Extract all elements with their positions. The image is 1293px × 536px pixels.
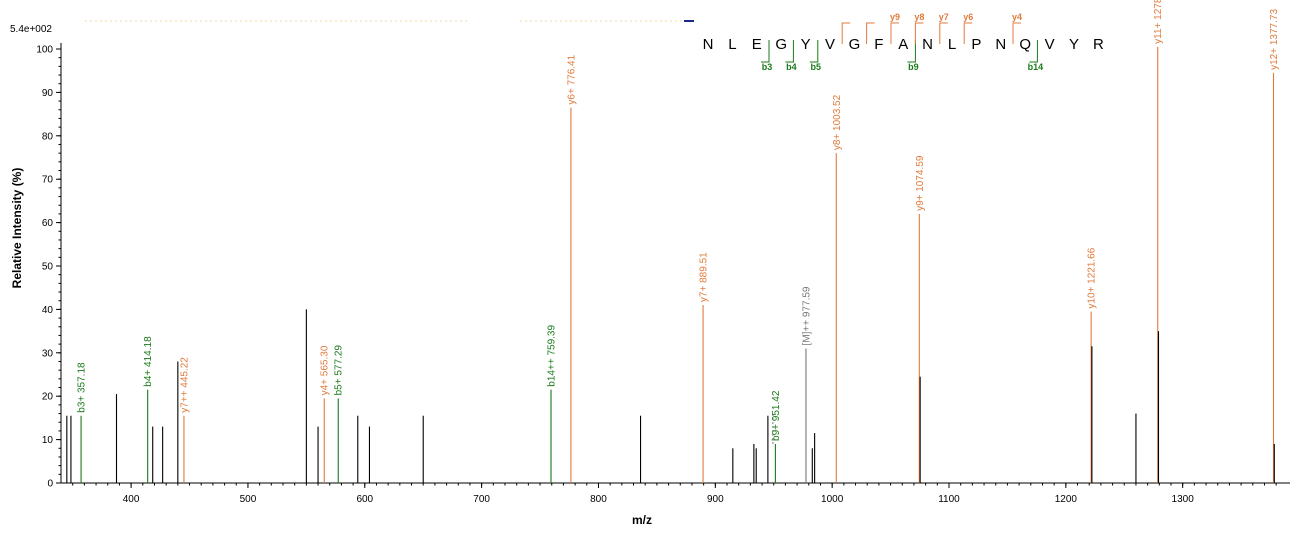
b-ion-label: b4 (786, 62, 797, 72)
y-tick-label: 70 (42, 175, 54, 186)
y-tick-label: 90 (42, 88, 54, 99)
b-ion-marker (761, 40, 770, 63)
y-axis-title: Relative Intensity (%) (10, 168, 24, 289)
y-ion-label: y8 (914, 12, 924, 22)
y-ion-label: y6 (963, 12, 973, 22)
x-tick-label: 1000 (821, 494, 844, 505)
axes: 0 10 20 30 40 50 60 70 80 90 100 400 500 600 700 800 900… (36, 43, 1290, 505)
peak-label: y8+ 1003.52 (832, 94, 843, 150)
peak-label: y10+ 1221.66 (1087, 247, 1098, 308)
y-tick-label: 80 (42, 131, 54, 142)
sequence-residue: V (1045, 36, 1055, 53)
sequence-residue: L (948, 36, 956, 53)
sequence-residue: Y (801, 36, 811, 53)
peak-label: y12+ 1377.73 (1269, 9, 1280, 70)
x-tick-label: 1100 (938, 494, 960, 505)
y-ion-label: y4 (1012, 12, 1022, 22)
peak-label: y6+ 776.41 (566, 54, 577, 104)
x-tick-label: 600 (356, 494, 373, 505)
sequence-residue: F (874, 36, 883, 53)
b-ion-marker (1029, 40, 1038, 63)
peak-label: b4+ 414.18 (143, 336, 154, 387)
x-tick-label: 1300 (1172, 494, 1195, 505)
sequence-residue: P (971, 36, 981, 53)
y-ion-label: y9 (890, 12, 900, 22)
y-tick-label: 0 (47, 479, 53, 490)
y-tick-label: 100 (36, 45, 53, 56)
sequence-residue: R (1093, 36, 1104, 53)
b-ion-label: b3 (762, 62, 773, 72)
peak-labels-group: b3+ 357.18 b4+ 414.18 y7++ 445.22 y4+ 565.3… (77, 0, 1280, 441)
peak-label: y9+ 1074.59 (915, 155, 926, 211)
x-tick-label: 700 (473, 494, 490, 505)
peak-label: b9+ 951.42 (771, 390, 782, 441)
sequence-residue: A (898, 36, 908, 53)
max-intensity-label: 5.4e+002 (10, 24, 52, 35)
y-tick-label: 10 (42, 435, 54, 446)
sequence-residue: E (752, 36, 762, 53)
y-ion-marker (963, 22, 973, 44)
sequence-residue: Y (1069, 36, 1079, 53)
peak-label: [M]++ 977.59 (801, 286, 812, 345)
peak-label: b5+ 577.29 (334, 345, 345, 396)
y-tick-label: 50 (42, 262, 54, 273)
peaks-group (66, 46, 1275, 483)
sequence-residue: G (775, 36, 787, 53)
b-ion-marker (785, 40, 794, 63)
peak-label: y4+ 565.30 (320, 345, 331, 395)
y-tick-label: 20 (42, 392, 54, 403)
sequence-residue: N (995, 36, 1006, 53)
peak-label: y11+ 1278.64 (1153, 0, 1164, 44)
sequence-residue: L (728, 36, 736, 53)
x-tick-label: 900 (707, 494, 724, 505)
sequence-residue: N (703, 36, 714, 53)
b-ion-marker (907, 40, 916, 63)
y-ion-label: y7 (939, 12, 949, 22)
peak-label: b3+ 357.18 (77, 362, 88, 413)
y-tick-label: 40 (42, 305, 54, 316)
sequence-residue: N (922, 36, 933, 53)
b-ion-marker (809, 40, 819, 63)
y-ion-marker (841, 22, 851, 44)
y-ion-marker (939, 22, 948, 44)
y-ion-marker (1012, 22, 1021, 44)
sequence-residue: G (849, 36, 861, 53)
b-ion-label: b9 (908, 62, 919, 72)
sequence-residue: V (825, 36, 835, 53)
y-ion-marker (914, 22, 924, 44)
x-axis-title: m/z (632, 513, 652, 527)
b-ion-label: b14 (1028, 62, 1044, 72)
peak-label: b14++ 759.39 (547, 325, 558, 387)
b-ion-label: b5 (811, 62, 822, 72)
y-ion-marker (866, 22, 875, 44)
peak-label: y7++ 445.22 (179, 357, 190, 413)
peak-label: y7+ 889.51 (699, 252, 710, 302)
x-tick-label: 400 (123, 494, 140, 505)
sequence-residue: Q (1019, 36, 1031, 53)
y-tick-label: 30 (42, 348, 54, 359)
x-tick-label: 500 (240, 494, 257, 505)
x-tick-label: 800 (590, 494, 607, 505)
x-tick-label: 1200 (1055, 494, 1078, 505)
y-tick-label: 60 (42, 218, 54, 229)
y-ion-marker (890, 22, 899, 44)
